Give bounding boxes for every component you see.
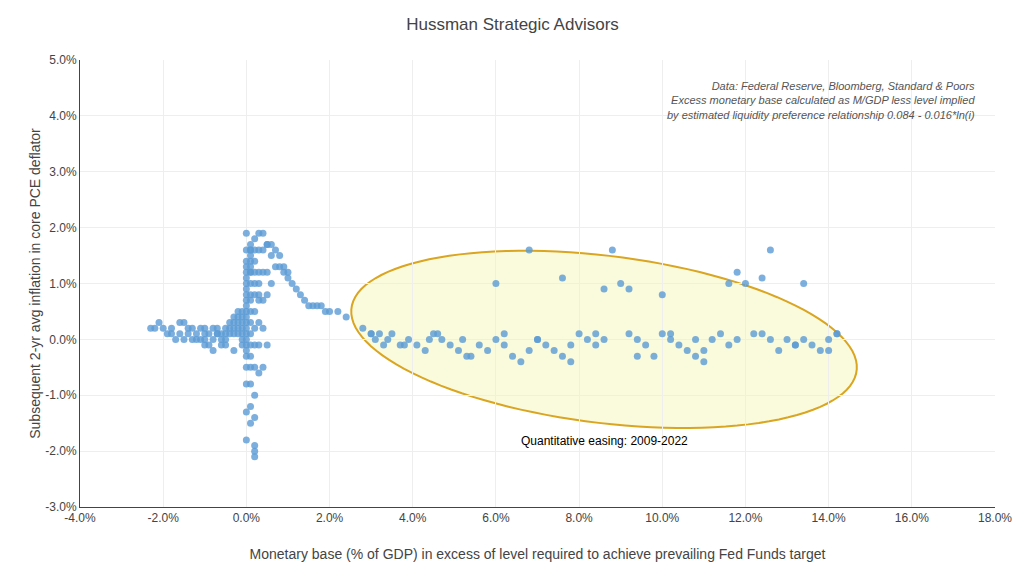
svg-text:-4.0%: -4.0%	[64, 511, 96, 525]
svg-text:8.0%: 8.0%	[565, 511, 593, 525]
svg-text:Hussman Strategic Advisors: Hussman Strategic Advisors	[406, 15, 619, 34]
svg-text:-2.0%: -2.0%	[148, 511, 180, 525]
svg-text:5.0%: 5.0%	[49, 53, 77, 67]
svg-text:0.0%: 0.0%	[233, 511, 261, 525]
svg-text:16.0%: 16.0%	[895, 511, 929, 525]
svg-text:12.0%: 12.0%	[728, 511, 762, 525]
svg-text:10.0%: 10.0%	[645, 511, 679, 525]
svg-text:-2.0%: -2.0%	[45, 444, 77, 458]
svg-text:Subsequent 2-yr avg inflation: Subsequent 2-yr avg inflation in core PC…	[27, 128, 43, 439]
svg-text:Monetary base (% of GDP) in ex: Monetary base (% of GDP) in excess of le…	[250, 546, 826, 562]
svg-text:0.0%: 0.0%	[49, 333, 77, 347]
svg-text:Data: Federal Reserve, Bloombe: Data: Federal Reserve, Bloomberg, Standa…	[667, 80, 975, 121]
svg-text:3.0%: 3.0%	[49, 165, 77, 179]
svg-text:18.0%: 18.0%	[978, 511, 1012, 525]
svg-text:2.0%: 2.0%	[49, 221, 77, 235]
svg-text:14.0%: 14.0%	[812, 511, 846, 525]
svg-text:Quantitative easing: 2009-2022: Quantitative easing: 2009-2022	[521, 434, 688, 448]
svg-text:4.0%: 4.0%	[49, 109, 77, 123]
svg-text:-3.0%: -3.0%	[45, 500, 77, 514]
svg-text:1.0%: 1.0%	[49, 277, 77, 291]
svg-text:2.0%: 2.0%	[316, 511, 344, 525]
svg-text:6.0%: 6.0%	[482, 511, 510, 525]
svg-text:-1.0%: -1.0%	[45, 388, 77, 402]
svg-text:4.0%: 4.0%	[399, 511, 427, 525]
